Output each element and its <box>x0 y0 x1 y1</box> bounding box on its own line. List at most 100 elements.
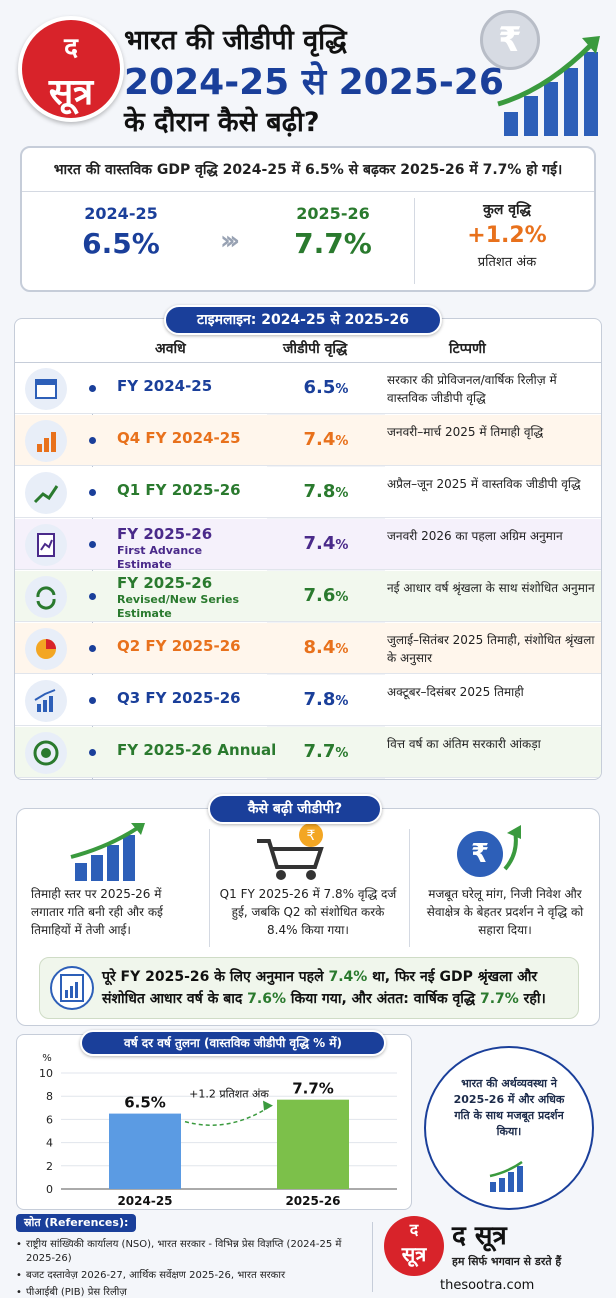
highlight-part: था, फिर नई GDP श्रृंखला और संशोधित आधार … <box>102 969 538 1007</box>
bar-chart-icon <box>25 420 67 462</box>
summary-from: 2024-25 6.5% <box>66 204 176 260</box>
table-row: Q2 FY 2025-26 8.4% जुलाई–सितंबर 2025 तिमाह… <box>15 623 601 674</box>
rising-bars-icon <box>497 36 600 136</box>
divider <box>414 198 415 284</box>
period-sublabel: Revised/New Series Estimate <box>117 593 240 620</box>
growth-value: 7.6% <box>267 585 385 606</box>
percent-sign: % <box>335 746 349 761</box>
row-note: सरकार की प्रोविजनल/वार्षिक रिलीज़ में वा… <box>387 373 557 405</box>
timeline-dot <box>89 697 96 704</box>
brand-tagline: हम सिर्फ भगवान से डरते हैं <box>452 1255 562 1268</box>
arrow-up-icon <box>503 825 521 871</box>
page-title-line3: के दौरान कैसे बढ़ी? <box>124 107 320 138</box>
bar-value-label: 7.7% <box>292 1080 334 1098</box>
x-tick-label: 2025-26 <box>285 1194 340 1208</box>
summary-headline: भारत की वास्तविक GDP वृद्धि 2024-25 में … <box>22 148 594 192</box>
col-note: टिप्पणी <box>449 341 486 357</box>
percent-sign: % <box>335 590 349 605</box>
growth-value: 7.4% <box>267 429 385 450</box>
percent-sign: % <box>335 538 349 553</box>
table-row: Q3 FY 2025-26 7.8% अक्टूबर–दिसंबर 2025 तिम… <box>15 675 601 726</box>
brand-name: द सूत्र <box>452 1221 507 1251</box>
from-value: 6.5% <box>82 227 160 260</box>
how-point-2: Q1 FY 2025-26 में 7.8% वृद्धि दर्ज हुई, … <box>219 887 397 937</box>
growth-number: 7.7 <box>303 741 336 762</box>
highlight-value: 7.4% <box>328 969 368 985</box>
growth-bars-icon <box>70 823 145 881</box>
period-label: Q1 FY 2025-26 <box>117 481 241 499</box>
row-period: Q1 FY 2025-26 <box>117 481 241 499</box>
chevron-right-icon: ››› <box>220 226 240 256</box>
row-note: जनवरी–मार्च 2025 में तिमाही वृद्धि <box>387 425 544 439</box>
row-note: अक्टूबर–दिसंबर 2025 तिमाही <box>387 685 524 699</box>
timeline-dot <box>89 593 96 600</box>
website-link[interactable]: thesootra.com <box>440 1278 535 1293</box>
reference-item: पीआईबी (PIB) प्रेस रिलीज़ <box>16 1286 362 1298</box>
row-note: अप्रैल–जून 2025 में वास्तविक जीडीपी वृद्… <box>387 477 581 491</box>
period-sublabel: First Advance Estimate <box>117 544 203 571</box>
rupee-icon: ₹ <box>457 831 503 877</box>
row-period: FY 2025-26 First Advance Estimate <box>117 525 257 572</box>
y-tick-label: 6 <box>46 1113 53 1126</box>
how-title: कैसे बढ़ी जीडीपी? <box>208 794 382 824</box>
percent-sign: % <box>335 382 349 397</box>
yoy-bar-chart: 0 2 4 6 8 10% 6.5% 2024-25 7.7% 2025-26 +1.2 प्रति… <box>39 1053 397 1208</box>
table-row: FY 2025-26 First Advance Estimate 7.4% जनवर… <box>15 519 601 572</box>
change-unit: प्रतिशत अंक <box>477 255 537 270</box>
reference-item: राष्ट्रीय सांख्यिकी कार्यालय (NSO), भारत… <box>16 1238 362 1266</box>
to-year: 2025-26 <box>296 204 370 223</box>
summary-change: कुल वृद्धि +1.2% प्रतिशत अंक <box>432 200 582 270</box>
conclusion-circle: भारत की अर्थव्यवस्था ने 2025-26 में और अ… <box>424 1046 594 1210</box>
target-icon <box>25 732 67 774</box>
pie-chart-icon <box>25 628 67 670</box>
growth-number: 7.4 <box>303 429 336 450</box>
table-row: FY 2024-25 6.5% सरकार की प्रोविजनल/वार्षिक… <box>15 363 601 414</box>
row-note: नई आधार वर्ष श्रृंखला के साथ संशोधित अनु… <box>387 581 595 595</box>
how-point-3: मजबूत घरेलू मांग, निजी निवेश और सेवाक्षे… <box>426 887 584 937</box>
y-tick-label: 2 <box>46 1160 53 1173</box>
row-period: FY 2025-26 Revised/New Series Estimate <box>117 574 257 621</box>
logo-top-text: द <box>409 1220 419 1239</box>
growth-number: 7.8 <box>303 481 336 502</box>
to-value: 7.7% <box>294 227 372 260</box>
chart-bar <box>277 1099 349 1189</box>
percent-sign: % <box>335 642 349 657</box>
change-label: कुल वृद्धि <box>483 202 531 218</box>
highlight-text: पूरे FY 2025-26 के लिए अनुमान पहले 7.4% … <box>102 966 578 1010</box>
growth-number: 6.5 <box>303 377 336 398</box>
table-row: Q4 FY 2024-25 7.4% जनवरी–मार्च 2025 में ति… <box>15 415 601 466</box>
shopping-cart-icon: ₹ <box>257 823 324 880</box>
y-tick-label: 4 <box>46 1137 53 1150</box>
bar-value-label: 6.5% <box>124 1094 166 1112</box>
growth-number: 7.4 <box>303 533 336 554</box>
table-row: FY 2025-26 Annual 7.7% वित्त वर्ष का अंतिम… <box>15 727 601 778</box>
clipboard-chart-icon <box>25 524 67 566</box>
period-label: FY 2024-25 <box>117 377 213 395</box>
arrow-head-icon <box>263 1100 273 1111</box>
col-period: अवधि <box>155 341 186 357</box>
y-tick-label: 10 <box>39 1067 53 1080</box>
percent-sign: % <box>335 486 349 501</box>
highlight-part: किया गया, और अंतत: वार्षिक वृद्धि <box>285 991 480 1007</box>
calendar-icon <box>25 368 67 410</box>
from-year: 2024-25 <box>84 204 158 223</box>
row-note: जुलाई–सितंबर 2025 तिमाही, संशोधित श्रृंख… <box>387 633 595 665</box>
growth-value: 6.5% <box>267 377 385 398</box>
row-period: Q4 FY 2024-25 <box>117 429 241 447</box>
logo-bottom-text: सूत्र <box>48 72 94 113</box>
period-label: FY 2025-26 <box>117 525 213 543</box>
refresh-icon <box>25 576 67 618</box>
percent-sign: % <box>335 694 349 709</box>
growth-value: 7.7% <box>267 741 385 762</box>
divider <box>209 829 210 947</box>
timeline-dot <box>89 645 96 652</box>
growth-number: 8.4 <box>303 637 336 658</box>
rupee-coin-icon: ₹ <box>480 10 540 70</box>
y-axis-label: % <box>42 1053 52 1064</box>
divider <box>372 1222 373 1292</box>
growth-value: 8.4% <box>267 637 385 658</box>
change-value: +1.2% <box>467 223 547 248</box>
growth-chart-icon <box>25 472 67 514</box>
growth-number: 7.6 <box>303 585 336 606</box>
svg-text:₹: ₹ <box>307 828 316 844</box>
